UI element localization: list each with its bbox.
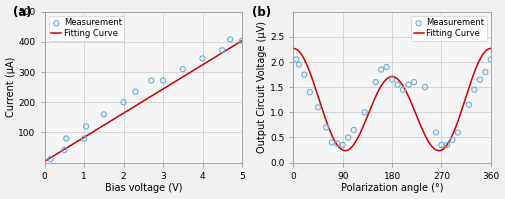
Measurement xyxy=(487,58,495,61)
Text: (b): (b) xyxy=(252,6,271,19)
Legend: Measurement, Fitting Curve: Measurement, Fitting Curve xyxy=(411,16,487,41)
Measurement xyxy=(147,79,155,82)
Measurement xyxy=(405,83,413,86)
Fitting Curve xyxy=(42,160,48,162)
Measurement xyxy=(82,125,90,128)
Text: (a): (a) xyxy=(13,6,32,19)
Legend: Measurement, Fitting Curve: Measurement, Fitting Curve xyxy=(49,16,124,41)
X-axis label: Polarization angle (°): Polarization angle (°) xyxy=(341,183,443,193)
Fitting Curve xyxy=(159,89,165,91)
Measurement xyxy=(292,58,300,61)
Measurement xyxy=(481,70,489,74)
Fitting Curve xyxy=(397,81,403,83)
Measurement xyxy=(100,113,108,116)
Measurement xyxy=(238,39,246,43)
Fitting Curve xyxy=(41,160,47,163)
Measurement xyxy=(218,49,226,52)
Measurement xyxy=(46,157,55,161)
Measurement xyxy=(314,106,322,109)
Measurement xyxy=(388,78,396,81)
Measurement xyxy=(437,143,445,147)
Measurement xyxy=(80,137,88,140)
Measurement xyxy=(306,91,314,94)
Measurement xyxy=(120,101,128,104)
Measurement xyxy=(421,86,429,89)
Measurement xyxy=(300,73,309,76)
Fitting Curve xyxy=(408,101,414,103)
Measurement xyxy=(131,90,139,93)
Measurement xyxy=(322,126,330,129)
Fitting Curve xyxy=(290,47,296,50)
Measurement xyxy=(344,136,352,139)
Measurement xyxy=(198,57,207,60)
Measurement xyxy=(226,38,234,41)
Y-axis label: Current (μA): Current (μA) xyxy=(6,57,16,117)
Measurement xyxy=(333,142,341,145)
Fitting Curve xyxy=(208,59,214,61)
Measurement xyxy=(159,79,167,82)
Fitting Curve xyxy=(488,47,494,50)
Measurement xyxy=(361,111,369,114)
Fitting Curve xyxy=(239,39,245,42)
Measurement xyxy=(465,103,473,106)
Fitting Curve xyxy=(483,49,489,51)
Fitting Curve xyxy=(384,77,390,80)
Measurement xyxy=(179,67,187,71)
Fitting Curve xyxy=(436,149,442,152)
Measurement xyxy=(377,68,385,71)
Measurement xyxy=(295,63,303,66)
Fitting Curve xyxy=(163,86,169,89)
Measurement xyxy=(454,131,462,134)
X-axis label: Bias voltage (V): Bias voltage (V) xyxy=(105,183,182,193)
Fitting Curve xyxy=(221,51,227,53)
Measurement xyxy=(328,141,336,144)
Measurement xyxy=(372,81,380,84)
Measurement xyxy=(393,83,401,86)
Measurement xyxy=(432,131,440,134)
Measurement xyxy=(410,81,418,84)
Line: Fitting Curve: Fitting Curve xyxy=(44,41,242,161)
Measurement xyxy=(448,138,457,141)
Measurement xyxy=(62,137,70,140)
Fitting Curve xyxy=(452,126,459,129)
Measurement xyxy=(60,148,68,152)
Measurement xyxy=(470,88,478,91)
Measurement xyxy=(383,65,391,69)
Fitting Curve xyxy=(385,77,391,79)
Measurement xyxy=(399,88,407,91)
Y-axis label: Output Circuit Voltage (μV): Output Circuit Voltage (μV) xyxy=(257,21,267,153)
Measurement xyxy=(476,78,484,81)
Fitting Curve xyxy=(159,88,165,91)
Measurement xyxy=(349,128,358,132)
Line: Fitting Curve: Fitting Curve xyxy=(293,48,491,151)
Measurement xyxy=(443,143,451,147)
Measurement xyxy=(339,143,347,147)
